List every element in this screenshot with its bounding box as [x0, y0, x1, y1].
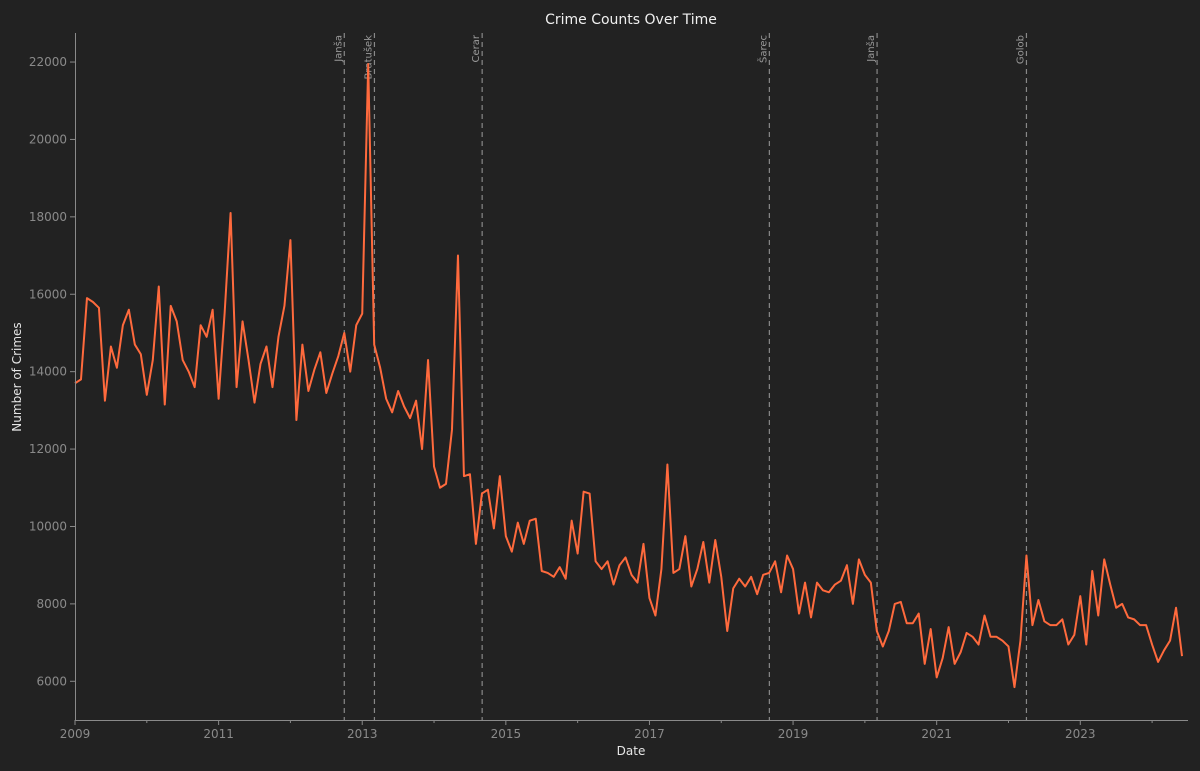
ticks: 6000 8000 10000 12000 14000 16000 18000 20000 22…	[29, 55, 1153, 741]
annotation-lines: Janša Bratušek Cerar Šarec Janša Golob	[332, 33, 1028, 720]
x-tick-label: 2009	[60, 727, 91, 741]
x-tick-label: 2015	[491, 727, 522, 741]
x-axis-title: Date	[617, 744, 646, 758]
y-tick-label: 16000	[29, 287, 67, 301]
y-tick-label: 20000	[29, 132, 67, 146]
x-tick-label: 2017	[634, 727, 665, 741]
axes	[75, 33, 1188, 721]
annotation-label: Janša	[865, 35, 877, 63]
series-line-0	[74, 62, 1184, 689]
annotation-label: Šarec	[756, 35, 769, 63]
y-tick-label: 14000	[29, 365, 67, 379]
series-layer	[74, 62, 1184, 689]
x-tick-label: 2011	[203, 727, 234, 741]
x-tick-label: 2023	[1065, 727, 1096, 741]
annotation-label: Bratušek	[362, 35, 374, 80]
y-axis-title: Number of Crimes	[10, 322, 24, 431]
y-tick-label: 10000	[29, 519, 67, 533]
y-tick-label: 18000	[29, 210, 67, 224]
y-tick-label: 6000	[36, 674, 67, 688]
x-tick-label: 2013	[347, 727, 378, 741]
y-tick-label: 22000	[29, 55, 67, 69]
y-tick-label: 12000	[29, 442, 67, 456]
x-tick-label: 2021	[921, 727, 952, 741]
annotation-label: Janša	[332, 35, 344, 63]
x-tick-label: 2019	[778, 727, 809, 741]
annotation-label: Cerar	[471, 34, 482, 62]
annotation-label: Golob	[1015, 35, 1026, 64]
y-tick-label: 8000	[36, 597, 67, 611]
chart-title: Crime Counts Over Time	[545, 12, 717, 28]
